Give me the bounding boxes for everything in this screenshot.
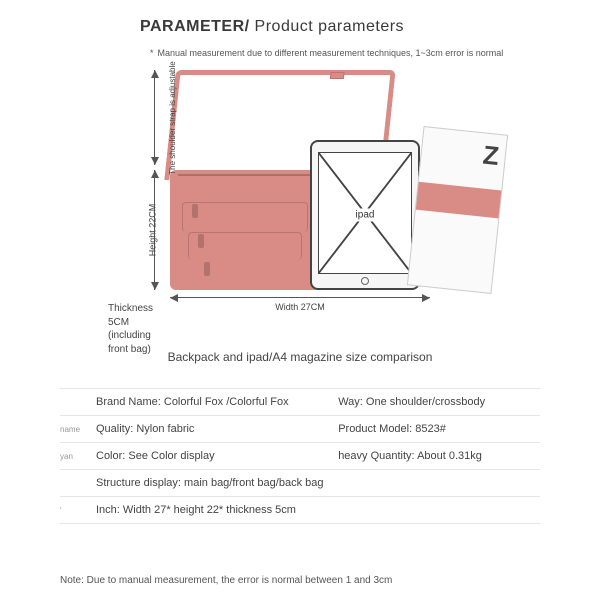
spec-cell: Way: One shoulder/crossbody [338,396,540,408]
spec-lead: name [60,425,96,434]
arrow-horizontal-icon [170,297,430,298]
thickness-line1: Thickness [108,302,178,316]
spec-cell: heavy Quantity: About 0.31kg [338,450,540,462]
spec-row: Brand Name: Colorful Fox /Colorful Fox W… [60,388,540,416]
spec-cell: Quality: Nylon fabric [96,423,338,435]
top-disclaimer: * Manual measurement due to different mea… [150,48,503,58]
top-disclaimer-text: Manual measurement due to different meas… [158,48,504,58]
thickness-line2: 5CM [108,316,178,330]
bag-front-pocket-1 [182,202,308,232]
zipper-pull-icon [192,204,198,218]
magazine-letter: Z [481,139,500,171]
spec-cell: Color: See Color display [96,450,338,462]
dimension-strap: The shoulder strap is adjustable [144,70,164,165]
diagram-area: ipad Z Width 27CM Height 22CM The should… [110,70,490,330]
bag-top-zip [178,174,312,176]
ipad-label: ipad [353,209,378,222]
spec-lead: ' [60,506,96,515]
asterisk-icon: * [150,48,154,58]
ipad-home-icon [361,277,369,285]
spec-row: Structure display: main bag/front bag/ba… [60,470,540,497]
dimension-height-label: Height 22CM [147,204,157,257]
title-rest: Product parameters [250,18,404,35]
strap-buckle [330,72,345,79]
magazine-band [416,182,501,219]
zipper-pull-icon [198,234,204,248]
spec-row: ' Inch: Width 27* height 22* thickness 5… [60,497,540,524]
bag-body [170,170,320,290]
bottom-note: Note: Due to manual measurement, the err… [60,575,540,586]
thickness-line3: (including [108,329,178,343]
page-title: PARAMETER/ Product parameters [140,18,404,36]
dimension-width-label: Width 27CM [275,302,325,312]
spec-cell: Brand Name: Colorful Fox /Colorful Fox [96,396,338,408]
spec-lead: yan [60,452,96,461]
bag-front-pocket-2 [188,232,302,260]
spec-row: yan Color: See Color display heavy Quant… [60,443,540,470]
spec-table: Brand Name: Colorful Fox /Colorful Fox W… [60,388,540,524]
title-strong: PARAMETER/ [140,18,250,35]
spec-cell: Product Model: 8523# [338,423,540,435]
ipad-outline: ipad [310,140,420,290]
arrow-vertical-icon [154,70,155,165]
dimension-width: Width 27CM [170,297,430,312]
zipper-pull-icon [204,262,210,276]
spec-cell: Inch: Width 27* height 22* thickness 5cm [96,504,540,516]
magazine-outline: Z [407,126,508,294]
spec-row: name Quality: Nylon fabric Product Model… [60,416,540,443]
spec-cell: Structure display: main bag/front bag/ba… [96,477,540,489]
diagram-caption: Backpack and ipad/A4 magazine size compa… [0,350,600,364]
dimension-strap-label: The shoulder strap is adjustable [168,61,177,174]
dimension-thickness: Thickness 5CM (including front bag) [108,302,178,356]
dimension-height: Height 22CM [144,170,164,290]
